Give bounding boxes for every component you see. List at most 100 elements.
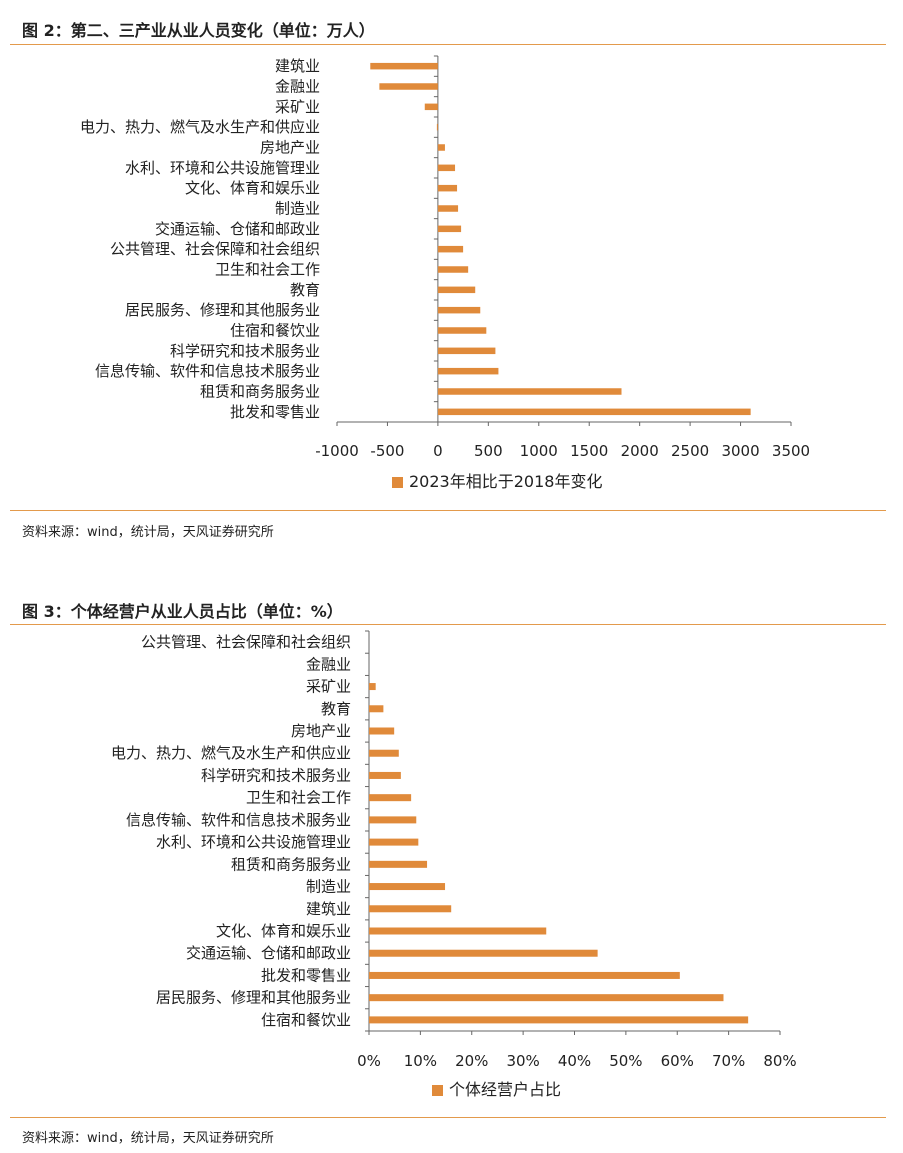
chart1-bar (437, 225, 462, 233)
chart1-bar (437, 266, 469, 273)
chart2-category-label: 批发和零售业 (261, 966, 351, 984)
chart1-tick-label: 1500 (570, 442, 608, 460)
chart2-category-label: 制造业 (306, 878, 351, 896)
figure2-title: 图 2：第二、三产业从业人员变化（单位：万人） (22, 21, 375, 40)
chart1-bar (437, 205, 459, 212)
chart2-category-label: 信息传输、软件和信息技术服务业 (126, 811, 351, 829)
chart1-category-label: 居民服务、修理和其他服务业 (125, 301, 320, 319)
chart2-category-label: 电力、热力、燃气及水生产和供应业 (111, 744, 351, 762)
chart2-tick-label: 0% (357, 1052, 381, 1070)
chart2-category-label: 卫生和社会工作 (246, 789, 351, 807)
chart2-bar (369, 860, 428, 868)
chart1-category-label: 教育 (290, 281, 320, 299)
chart-industry-employment-change: 建筑业金融业采矿业电力、热力、燃气及水生产和供应业房地产业水利、环境和公共设施管… (80, 55, 810, 491)
chart1-category-label: 住宿和餐饮业 (230, 322, 320, 340)
chart2-tick-label: 20% (455, 1052, 488, 1070)
chart2-category-label: 文化、体育和娱乐业 (216, 922, 351, 940)
chart2-category-label: 居民服务、修理和其他服务业 (156, 989, 351, 1007)
chart1-bar (437, 184, 458, 192)
chart1-bar (437, 327, 487, 334)
chart1-category-label: 建筑业 (275, 57, 320, 75)
chart1-category-label: 房地产业 (260, 139, 320, 157)
chart1-tick-label: 500 (474, 442, 503, 460)
chart2-bar (369, 683, 376, 691)
chart2-bar (369, 794, 412, 802)
chart1-legend-swatch (392, 477, 403, 488)
chart1-category-label: 交通运输、仓储和邮政业 (155, 220, 320, 238)
chart2-tick-label: 30% (506, 1052, 539, 1070)
chart2-bar (369, 883, 446, 891)
chart2-bar (369, 749, 399, 757)
chart1-bar (437, 347, 496, 355)
chart2-category-label: 教育 (321, 700, 351, 718)
chart2-bar (369, 816, 417, 824)
chart2-bar (369, 705, 384, 713)
chart2-tick-label: 80% (763, 1052, 796, 1070)
chart1-category-label: 文化、体育和娱乐业 (185, 179, 320, 197)
chart2-category-label: 租赁和商务服务业 (231, 855, 351, 873)
chart2-category-label: 科学研究和技术服务业 (201, 766, 351, 784)
chart2-category-label: 水利、环境和公共设施管理业 (156, 833, 351, 851)
chart1-bar (379, 83, 438, 90)
chart1-category-label: 科学研究和技术服务业 (170, 342, 320, 360)
chart2-tick-label: 70% (712, 1052, 745, 1070)
chart2-category-label: 交通运输、仓储和邮政业 (186, 944, 351, 962)
chart1-tick-label: 3500 (772, 442, 810, 460)
chart1-bar (437, 286, 476, 294)
chart1-bar (436, 123, 438, 131)
figure2-top-rule (10, 44, 886, 45)
chart2-category-label: 建筑业 (306, 900, 351, 918)
chart1-tick-label: 2000 (621, 442, 659, 460)
chart2-category-label: 采矿业 (306, 678, 351, 696)
chart2-tick-label: 50% (609, 1052, 642, 1070)
figure3-title: 图 3：个体经营户从业人员占比（单位：%） (22, 602, 343, 621)
chart1-bar (437, 408, 751, 416)
chart2-bar (369, 838, 419, 846)
chart2-bar (369, 994, 724, 1002)
chart2-bar (369, 949, 598, 957)
chart1-tick-label: 2500 (671, 442, 709, 460)
chart2-category-label: 房地产业 (291, 722, 351, 740)
figure3-source: 资料来源：wind，统计局，天风证券研究所 (22, 1131, 274, 1146)
chart2-category-label: 金融业 (306, 655, 351, 673)
chart1-tick-label: -500 (370, 442, 404, 460)
chart1-bar (437, 367, 499, 375)
chart2-bar (369, 1016, 749, 1024)
figure2-bottom-rule (10, 510, 886, 511)
chart2-category-label: 公共管理、社会保障和社会组织 (141, 633, 351, 651)
chart1-bar (437, 144, 445, 151)
chart2-bar (369, 927, 547, 935)
chart1-bar (437, 164, 456, 172)
figure3-top-rule (10, 624, 886, 625)
chart1-category-label: 信息传输、软件和信息技术服务业 (95, 362, 320, 380)
chart1-bar (437, 388, 622, 395)
chart2-tick-label: 60% (661, 1052, 694, 1070)
chart2-legend-label: 个体经营户占比 (449, 1080, 561, 1099)
chart2-tick-label: 40% (558, 1052, 591, 1070)
chart1-category-label: 批发和零售业 (230, 403, 320, 421)
chart1-tick-label: -1000 (315, 442, 359, 460)
chart1-bar (370, 62, 438, 70)
chart1-category-label: 电力、热力、燃气及水生产和供应业 (80, 118, 320, 136)
chart1-tick-label: 1000 (520, 442, 558, 460)
chart1-bar (437, 306, 481, 314)
chart2-bar (369, 905, 452, 913)
chart2-tick-label: 10% (404, 1052, 437, 1070)
chart1-category-label: 卫生和社会工作 (215, 261, 320, 279)
figure2-source: 资料来源：wind，统计局，天风证券研究所 (22, 525, 274, 540)
chart1-category-label: 水利、环境和公共设施管理业 (125, 159, 320, 177)
chart1-bar (424, 103, 438, 111)
chart1-category-label: 金融业 (275, 78, 320, 96)
chart2-bar (369, 727, 395, 735)
chart1-category-label: 采矿业 (275, 98, 320, 116)
chart2-bar (369, 971, 680, 979)
chart2-bar (369, 771, 401, 779)
chart1-bar (437, 245, 464, 253)
chart1-category-label: 制造业 (275, 200, 320, 218)
chart1-tick-label: 0 (433, 442, 443, 460)
chart1-category-label: 公共管理、社会保障和社会组织 (110, 240, 320, 258)
chart1-category-label: 租赁和商务服务业 (200, 383, 320, 401)
figure3-bottom-rule (10, 1117, 886, 1118)
chart1-tick-label: 3000 (721, 442, 759, 460)
chart2-legend-swatch (432, 1085, 443, 1096)
